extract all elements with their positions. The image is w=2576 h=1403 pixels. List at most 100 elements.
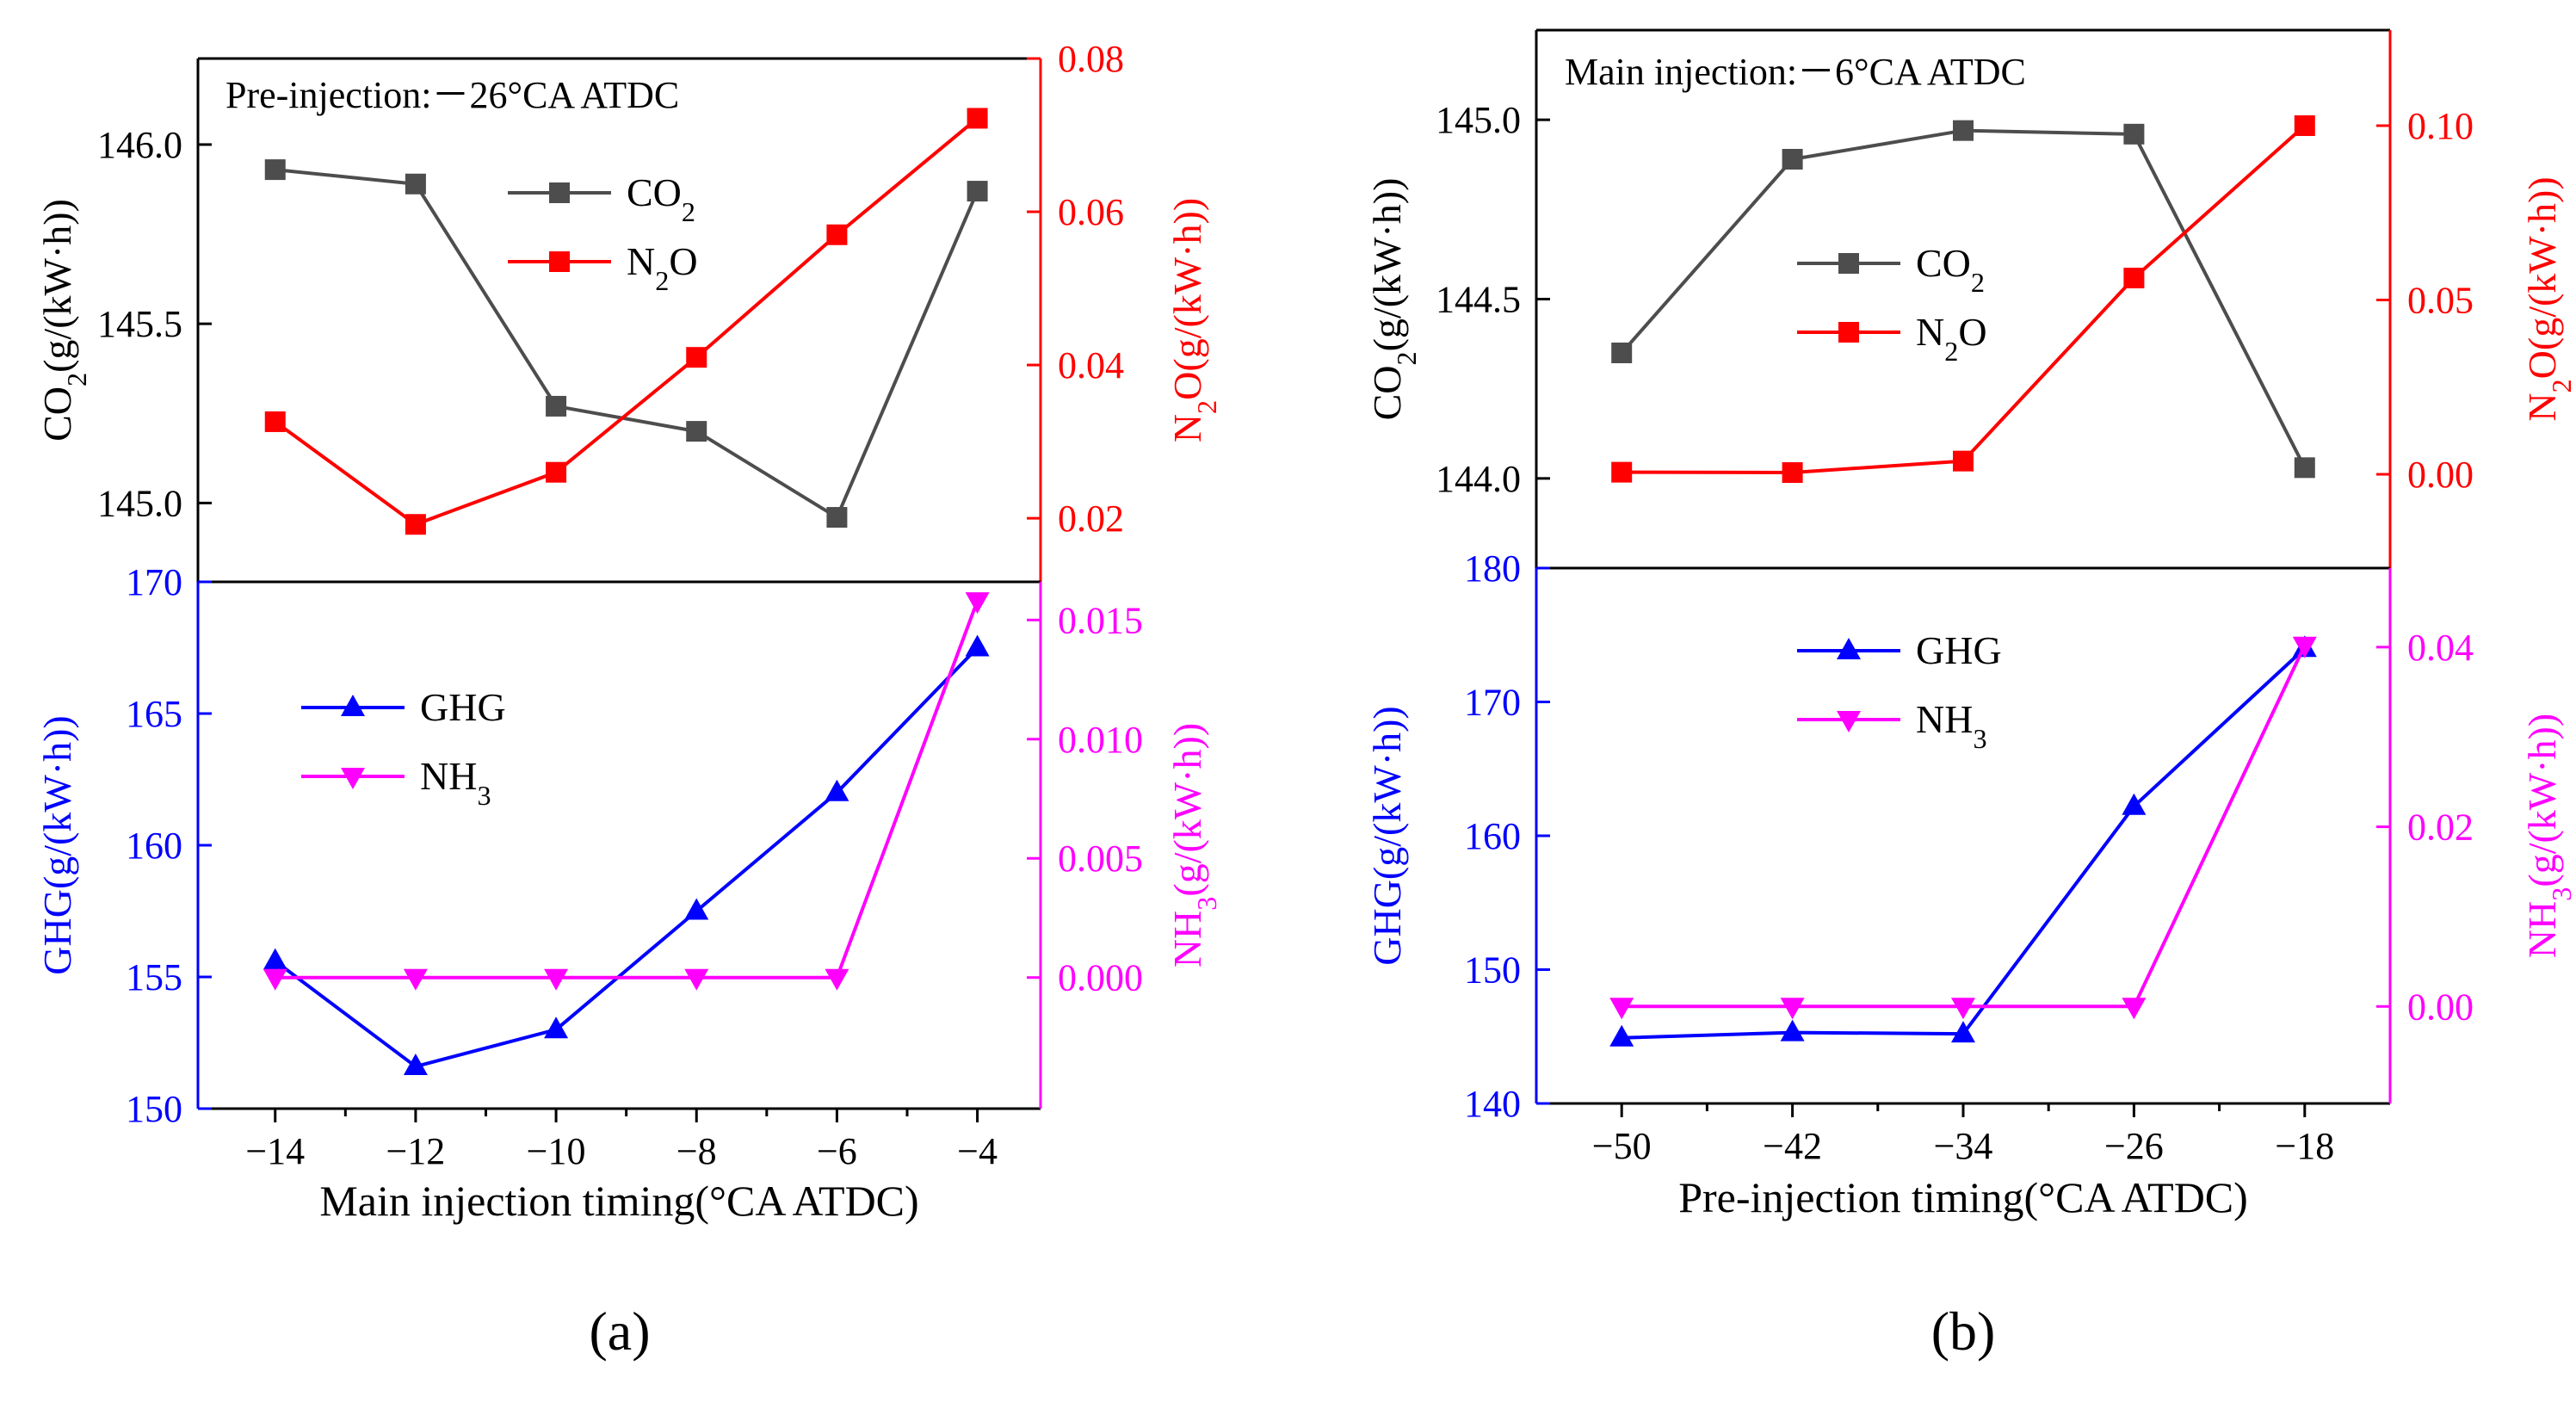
right-axis-label: N2O(g/(kW·h)): [1165, 198, 1222, 442]
right-tick-label: 0.08: [1058, 38, 1124, 80]
series-line-nh3: [275, 600, 979, 980]
right-tick-label: 0.10: [2407, 105, 2474, 147]
legend-label-ghg: GHG: [1916, 628, 2002, 672]
legend-label-nh3: NH3: [1916, 697, 1987, 754]
x-tick-label: −10: [527, 1130, 586, 1172]
legend-text-main: GHG: [420, 685, 506, 729]
legend-label-n2o: N2O: [627, 239, 698, 296]
point-n2o: [264, 411, 286, 432]
left-tick-label: 160: [126, 825, 182, 867]
right-axis-label-main: NH: [1165, 911, 1209, 967]
left-tick-label: 145.0: [1436, 99, 1521, 141]
subplot-top: 144.0144.5145.00.000.050.10CO2(g/(kW·h))…: [1365, 28, 2576, 570]
right-axis-label-sub: 3: [1191, 897, 1222, 911]
legend-marker-ghg: [341, 695, 365, 716]
right-axis-label-rest: O(g/(kW·h)): [2520, 176, 2564, 379]
legend-text-rest: O: [669, 239, 697, 283]
point-ghg: [965, 634, 990, 657]
right-tick-label: 0.000: [1058, 957, 1143, 999]
right-tick-label: 0.005: [1058, 837, 1143, 880]
left-axis-label: GHG(g/(kW·h)): [35, 715, 79, 974]
subplot-bottom: 1501551601651700.0000.0050.0100.015GHG(g…: [35, 561, 1222, 1130]
legend-text-sub: 3: [1973, 723, 1986, 754]
right-tick-label: 0.06: [1058, 191, 1124, 233]
left-tick-label: 145.0: [97, 482, 182, 524]
annotation: Pre-injection:－26°CA ATDC: [225, 74, 679, 116]
point-ghg: [2122, 793, 2147, 815]
point-n2o: [967, 108, 988, 129]
point-co2: [826, 507, 848, 528]
point-co2: [967, 181, 988, 202]
series-line-co2: [275, 168, 979, 520]
panel-label: (a): [589, 1301, 650, 1362]
legend-label-ghg: GHG: [420, 685, 506, 729]
legend-marker-ghg: [1837, 638, 1861, 659]
x-tick-label: −12: [386, 1130, 445, 1172]
series-line-n2o: [1622, 124, 2307, 475]
chart-panel-b: 144.0144.5145.00.000.050.10CO2(g/(kW·h))…: [1365, 28, 2576, 1362]
x-tick-label: −34: [1934, 1125, 1993, 1167]
right-tick-label: 0.00: [2407, 986, 2474, 1028]
point-nh3: [263, 968, 287, 991]
right-axis-label: NH3(g/(kW·h)): [2520, 714, 2576, 958]
point-n2o: [2123, 267, 2145, 288]
point-ghg: [544, 1017, 569, 1039]
point-n2o: [1611, 461, 1633, 483]
right-axis-label-sub: 2: [2546, 379, 2576, 392]
point-nh3: [965, 592, 990, 615]
point-ghg: [1609, 1024, 1634, 1047]
legend-label-co2: CO2: [1916, 241, 1985, 298]
point-ghg: [1780, 1019, 1805, 1041]
point-n2o: [405, 514, 426, 535]
point-ghg: [684, 898, 709, 920]
right-axis-label-main: N: [2520, 392, 2564, 421]
point-nh3: [684, 968, 709, 991]
point-nh3: [2122, 998, 2147, 1020]
x-axis-label: Main injection timing(°CA ATDC): [319, 1177, 918, 1225]
series-line-n2o: [274, 116, 979, 527]
left-tick-label: 144.5: [1436, 279, 1521, 321]
point-ghg: [263, 948, 287, 970]
point-co2: [264, 159, 286, 181]
legend-text-main: NH: [420, 754, 477, 798]
left-axis-label-main: CO: [1365, 365, 1409, 420]
series-line-co2: [1620, 128, 2307, 469]
right-tick-label: 0.02: [1058, 498, 1124, 540]
left-tick-label: 144.0: [1436, 458, 1521, 500]
legend-marker-co2: [1838, 253, 1859, 274]
x-tick-label: −4: [957, 1130, 998, 1172]
legend-text-sub: 2: [655, 265, 669, 296]
right-tick-label: 0.015: [1058, 599, 1143, 641]
series-line-ghg: [274, 646, 979, 1069]
point-n2o: [2294, 114, 2315, 136]
left-axis-label: CO2(g/(kW·h)): [1365, 178, 1422, 421]
right-tick-label: 0.00: [2407, 454, 2474, 496]
point-nh3: [1951, 998, 1975, 1020]
x-tick-label: −6: [817, 1130, 857, 1172]
point-co2: [1611, 343, 1633, 363]
legend-text-main: N: [627, 239, 655, 283]
legend-text-main: GHG: [1916, 628, 2002, 672]
point-nh3: [2292, 636, 2317, 658]
left-axis-label-sub: 2: [1391, 351, 1422, 365]
legend-text-main: N: [1916, 310, 1944, 354]
right-tick-label: 0.010: [1058, 719, 1143, 761]
point-nh3: [544, 968, 569, 991]
point-nh3: [825, 968, 849, 991]
subplot-top: 145.0145.5146.00.020.040.060.08CO2(g/(kW…: [35, 38, 1222, 584]
point-ghg: [1951, 1021, 1975, 1043]
right-tick-label: 0.04: [2407, 627, 2474, 669]
legend-marker-nh3: [1837, 711, 1861, 732]
left-axis-label-main: GHG(g/(kW·h)): [35, 715, 79, 974]
point-co2: [1782, 149, 1803, 170]
legend-label-nh3: NH3: [420, 754, 491, 811]
right-axis-label-main: NH: [2520, 901, 2564, 958]
legend-label-n2o: N2O: [1916, 310, 1987, 367]
left-axis-label-main: GHG(g/(kW·h)): [1365, 706, 1409, 965]
point-co2: [1953, 120, 1974, 141]
left-tick-label: 165: [126, 693, 182, 735]
x-axis-label: Pre-injection timing(°CA ATDC): [1678, 1173, 2248, 1221]
chart-panel-a: 145.0145.5146.00.020.040.060.08CO2(g/(kW…: [35, 38, 1222, 1362]
legend-text-sub: 2: [1944, 336, 1958, 367]
